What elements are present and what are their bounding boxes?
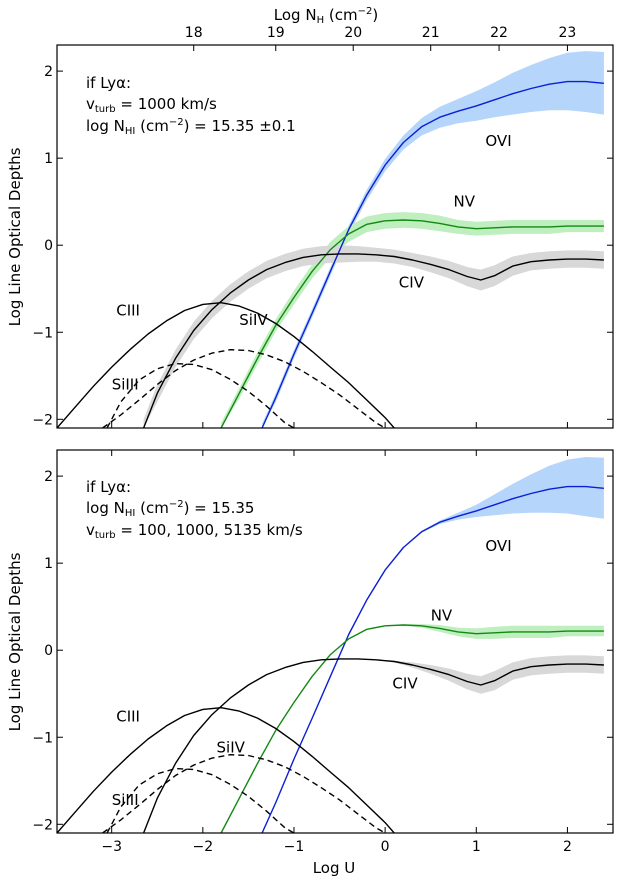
civ-curve-label: CIV	[399, 274, 425, 292]
siiv-curve-label: SiIV	[239, 311, 268, 329]
y-tick-label: 2	[44, 469, 53, 485]
civ-uncertainty-band	[143, 655, 604, 833]
x-axis-label: Log U	[313, 859, 356, 877]
top-x-tick-label: 22	[490, 25, 508, 41]
ciii-curve-label: CIII	[116, 707, 140, 725]
civ-curve-label: CIV	[392, 674, 418, 692]
civ-line	[142, 253, 604, 428]
nv-curve-label: NV	[431, 606, 453, 624]
ovi-line	[261, 485, 604, 833]
top-annotation-line2: vturb = 1000 km/s	[86, 95, 217, 115]
siiv-curve-label: SiIV	[217, 739, 246, 757]
ciii-line	[57, 302, 395, 428]
y-tick-label: 1	[44, 556, 53, 572]
nv-uncertainty-band	[221, 624, 604, 833]
y-tick-label: 1	[44, 151, 53, 167]
y-tick-label: 0	[44, 238, 53, 254]
siiv-line	[102, 349, 386, 428]
bottom-annotation-line1: if Lyα:	[86, 478, 131, 496]
x-tick-label: 0	[381, 839, 390, 855]
top-panel: −2 −1 0 1 2 18 19 20 21 22 23 OVI NV CIV CIII SiIV SiII…	[32, 25, 614, 429]
x-tick-label: −1	[284, 839, 305, 855]
y-tick-label: −1	[32, 325, 53, 341]
x-tick-label: −2	[193, 839, 214, 855]
bottom-panel-ticks: −2 −1 0 1 2 −3 −2 −1 0 1 2	[32, 450, 613, 855]
civ-line	[142, 658, 604, 833]
bottom-annotation-line3: vturb = 100, 1000, 5135 km/s	[86, 521, 303, 541]
top-annotation-line1: if Lyα:	[86, 74, 131, 92]
top-panel-curve-labels: OVI NV CIV CIII SiIV SiIII	[112, 132, 512, 394]
top-panel-ticks: −2 −1 0 1 2 18 19 20 21 22 23	[32, 25, 613, 428]
bottom-panel-series	[57, 457, 604, 833]
bottom-panel-curve-labels: OVI NV CIV CIII SiIV SiIII	[112, 537, 512, 809]
siiii-line	[106, 767, 295, 833]
siiii-line	[106, 362, 295, 428]
ovi-uncertainty-band	[262, 51, 604, 428]
nv-line	[220, 624, 604, 833]
top-y-axis-label: Log Line Optical Depths	[6, 147, 24, 326]
top-x-tick-label: 19	[267, 25, 285, 41]
bottom-panel: −2 −1 0 1 2 −3 −2 −1 0 1 2 OVI NV CIV CIII SiIV SiIII i…	[32, 449, 614, 855]
top-annotation-line3: log NHI (cm−2) = 15.35 ±0.1	[86, 117, 296, 137]
x-tick-label: −3	[101, 839, 122, 855]
y-tick-label: −1	[32, 730, 53, 746]
top-panel-frame	[56, 44, 614, 429]
top-x-tick-label: 18	[185, 25, 203, 41]
bottom-y-axis-label: Log Line Optical Depths	[6, 552, 24, 731]
bottom-annotation-line2: log NHI (cm−2) = 15.35	[86, 499, 254, 519]
siiv-line	[102, 754, 386, 833]
ciii-curve-label: CIII	[116, 301, 140, 319]
civ-uncertainty-band	[143, 245, 604, 428]
ovi-line	[261, 80, 604, 428]
top-x-tick-label: 20	[344, 25, 362, 41]
top-x-tick-label: 23	[559, 25, 577, 41]
ovi-curve-label: OVI	[485, 132, 511, 150]
ciii-line	[57, 707, 395, 833]
top-x-tick-label: 21	[422, 25, 440, 41]
ovi-curve-label: OVI	[485, 537, 511, 555]
top-axis-title: Log NH (cm−2)	[274, 6, 378, 26]
y-tick-label: −2	[32, 412, 53, 428]
x-tick-label: 1	[472, 839, 481, 855]
top-panel-series	[57, 51, 604, 428]
nv-line	[220, 219, 604, 428]
y-tick-label: 0	[44, 643, 53, 659]
y-tick-label: −2	[32, 817, 53, 833]
ovi-uncertainty-band	[262, 457, 604, 833]
y-tick-label: 2	[44, 64, 53, 80]
x-tick-label: 2	[563, 839, 572, 855]
siiii-curve-label: SiIII	[112, 791, 139, 809]
bottom-panel-frame	[56, 449, 614, 834]
nv-curve-label: NV	[453, 193, 475, 211]
siiii-curve-label: SiIII	[112, 375, 139, 393]
